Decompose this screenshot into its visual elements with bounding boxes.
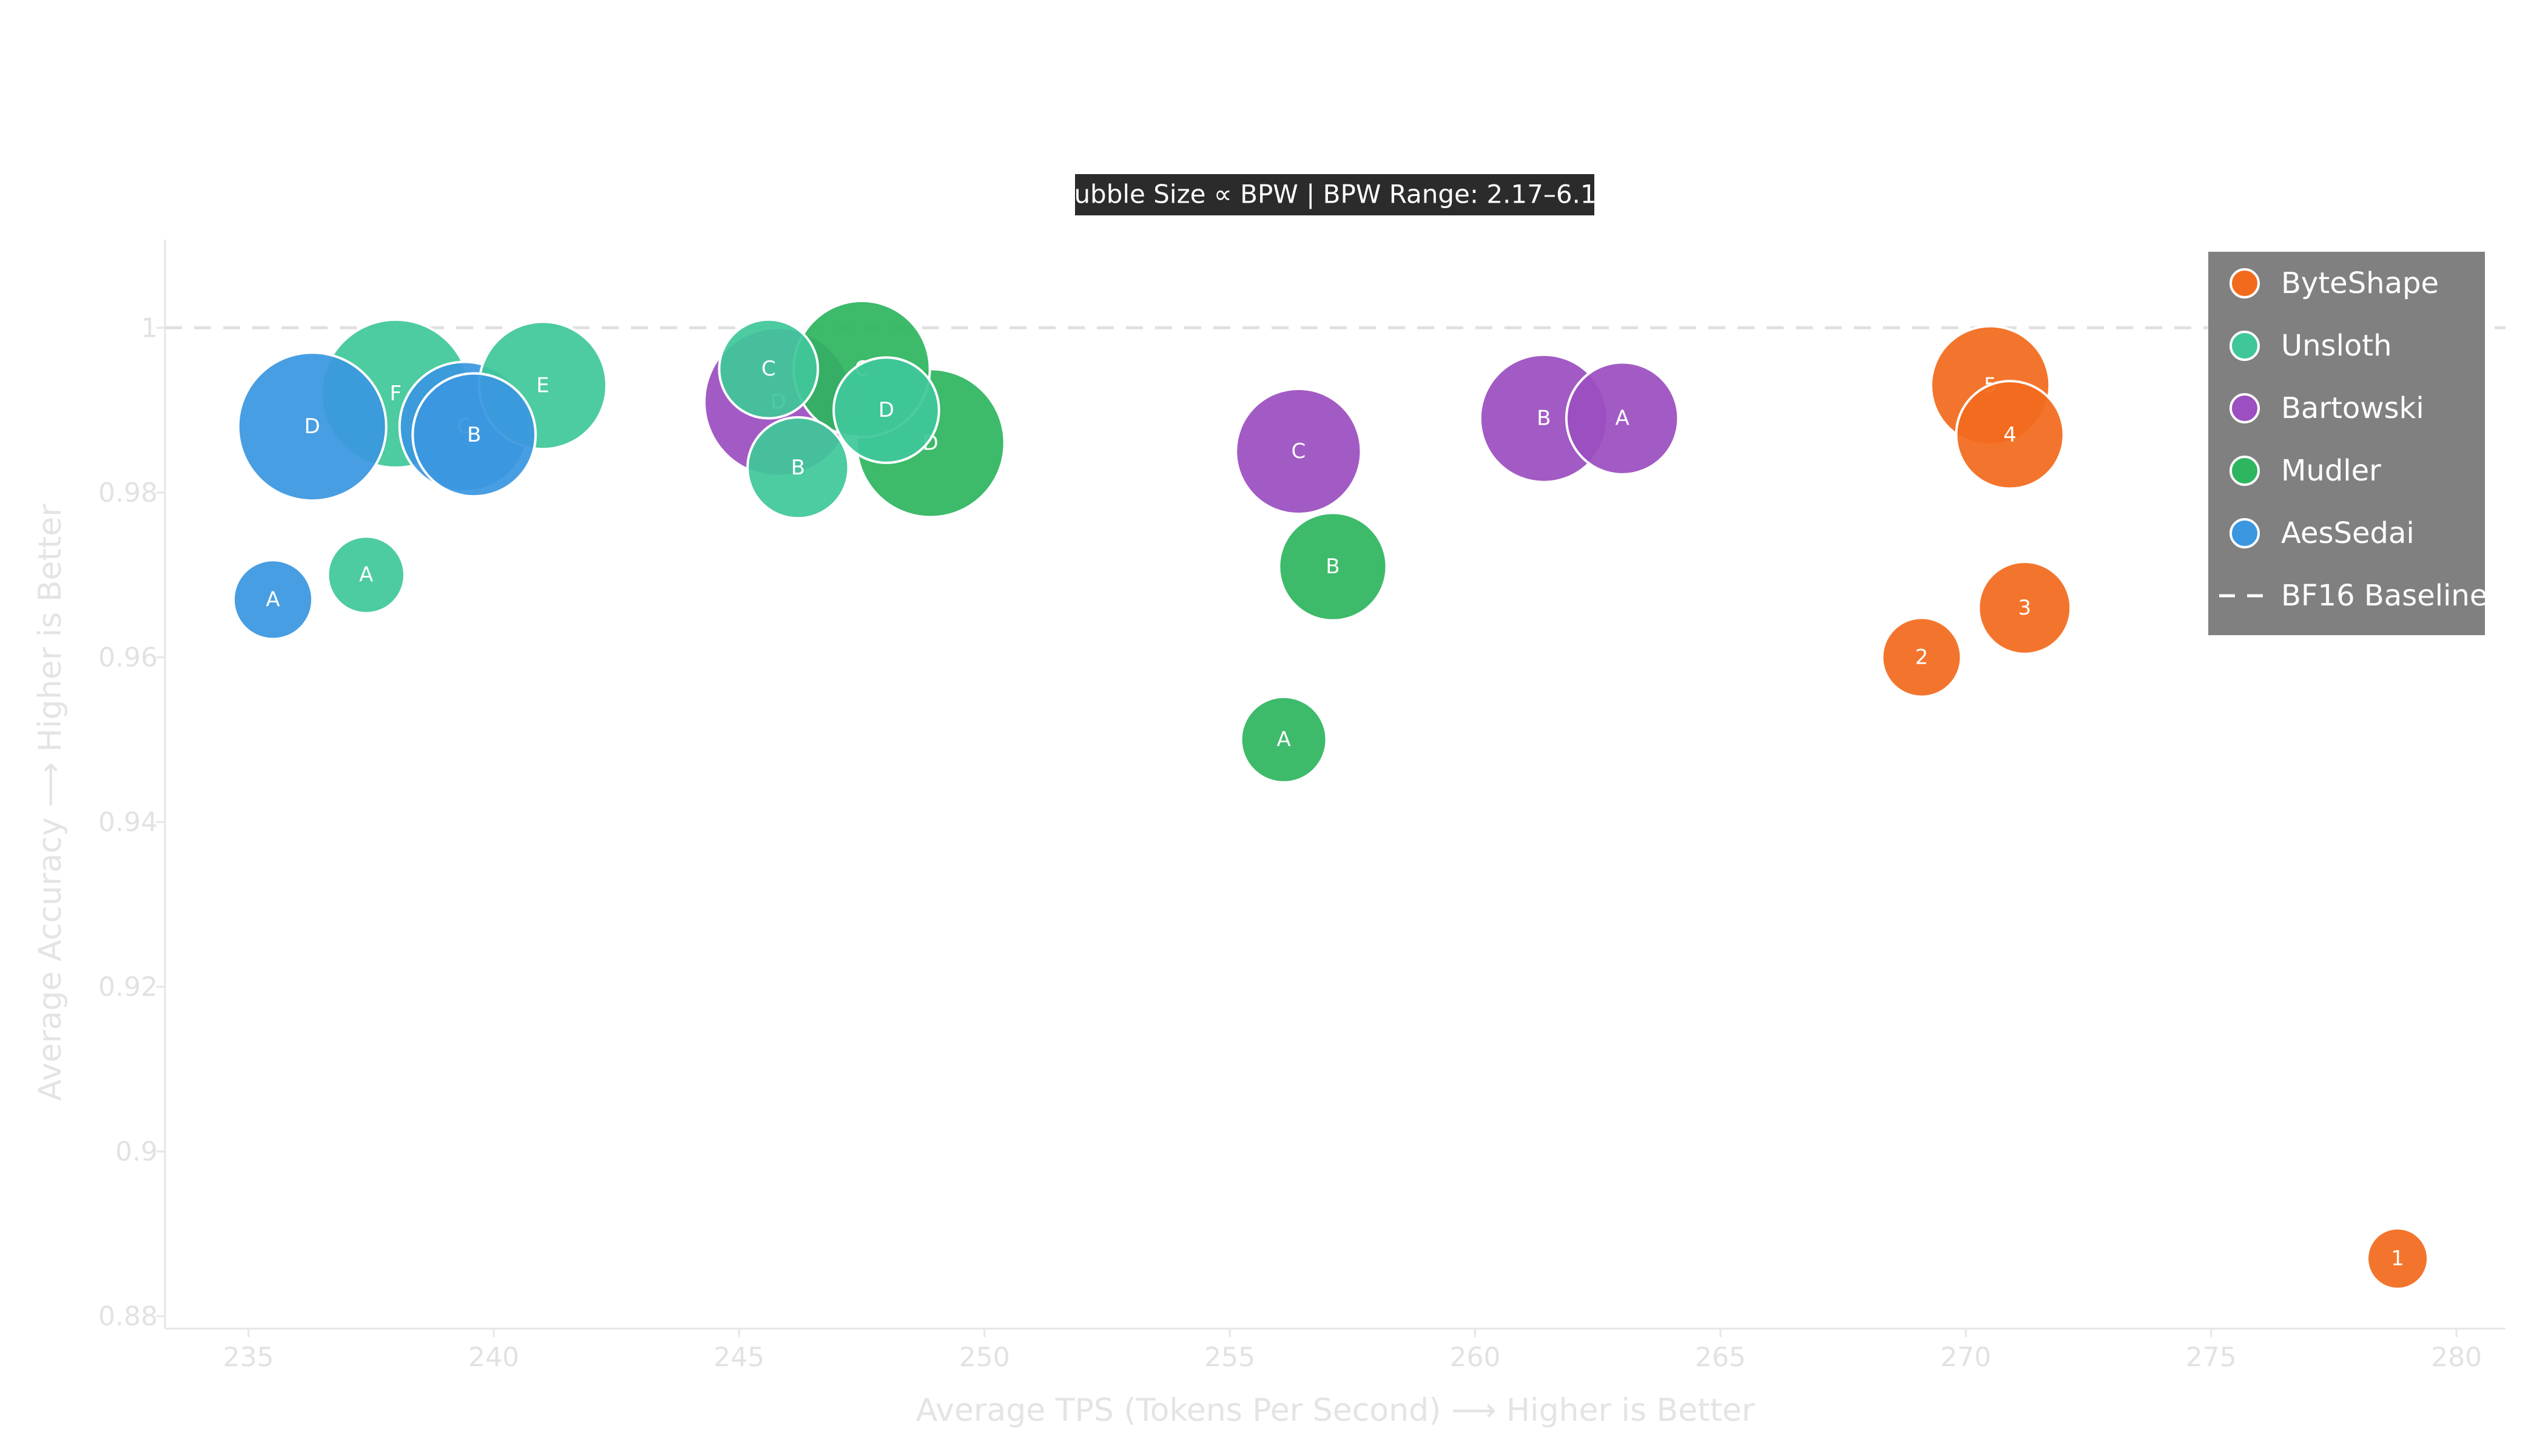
chart-subtitle: Bubble Size ∝ BPW | BPW Range: 2.17–6.14 bbox=[1057, 180, 1613, 209]
bubble-label: 3 bbox=[2018, 596, 2032, 620]
bubble-label: 1 bbox=[2391, 1247, 2404, 1271]
bubble-byteshape-3[interactable] bbox=[1977, 560, 2072, 655]
bubble-label: A bbox=[266, 587, 280, 612]
y-tick-label: 0.98 bbox=[98, 477, 158, 508]
legend-item-aessedai[interactable]: AesSedai bbox=[2281, 516, 2415, 550]
bubble-aessedai-b[interactable] bbox=[411, 372, 537, 498]
legend-item-baseline[interactable]: BF16 Baseline bbox=[2281, 579, 2487, 613]
bubble-byteshape-4[interactable] bbox=[1955, 380, 2065, 490]
legend: ByteShape Unsloth Bartowski Mudler AesSedai B… bbox=[2208, 252, 2487, 635]
bubble-aessedai-a[interactable] bbox=[232, 559, 314, 641]
x-tick-label: 265 bbox=[1695, 1342, 1746, 1373]
bubble-label: 2 bbox=[1915, 645, 1929, 669]
legend-box bbox=[2208, 252, 2485, 635]
legend-swatch bbox=[2230, 331, 2260, 361]
bubble-label: B bbox=[791, 456, 805, 480]
subtitle-box: Bubble Size ∝ BPW | BPW Range: 2.17–6.14 bbox=[1057, 174, 1613, 215]
bubble-bartowski-a[interactable] bbox=[1565, 361, 1680, 476]
x-tick-label: 280 bbox=[2431, 1342, 2482, 1373]
bubble-layer: FDDDCCEBCB5A4BDBC3A2AA1 bbox=[232, 299, 2430, 1290]
x-tick-label: 235 bbox=[223, 1342, 274, 1373]
bubble-unsloth-b[interactable] bbox=[746, 416, 850, 520]
bubble-unsloth-d[interactable] bbox=[832, 356, 940, 464]
bubble-byteshape-1[interactable] bbox=[2366, 1227, 2430, 1290]
y-tick-label: 0.96 bbox=[98, 642, 158, 673]
y-tick-label: 0.88 bbox=[98, 1301, 158, 1332]
bubble-label: C bbox=[1291, 439, 1306, 463]
y-tick-label: 1 bbox=[141, 312, 158, 343]
x-tick-label: 250 bbox=[959, 1342, 1010, 1373]
bubble-bartowski-c[interactable] bbox=[1235, 387, 1363, 516]
x-tick-label: 270 bbox=[1940, 1342, 1991, 1373]
bubble-byteshape-2[interactable] bbox=[1881, 616, 1963, 698]
bubble-label: D bbox=[305, 414, 320, 439]
legend-item-mudler[interactable]: Mudler bbox=[2281, 454, 2381, 488]
legend-item-byteshape[interactable]: ByteShape bbox=[2281, 266, 2439, 300]
legend-item-bartowski[interactable]: Bartowski bbox=[2281, 391, 2424, 425]
legend-swatch bbox=[2230, 393, 2260, 423]
bubble-label: A bbox=[1616, 406, 1630, 431]
bubble-label: B bbox=[1326, 554, 1340, 579]
legend-swatch bbox=[2230, 518, 2260, 548]
bubble-label: B bbox=[467, 423, 481, 447]
x-tick-label: 275 bbox=[2186, 1342, 2237, 1373]
y-tick-label: 0.94 bbox=[98, 807, 158, 838]
bubble-unsloth-c[interactable] bbox=[718, 318, 820, 420]
bubble-mudler-a[interactable] bbox=[1239, 695, 1328, 784]
x-tick-label: 260 bbox=[1450, 1342, 1501, 1373]
x-axis-title: Average TPS (Tokens Per Second) ⟶ Higher… bbox=[916, 1392, 1755, 1429]
bubble-unsloth-a[interactable] bbox=[326, 535, 406, 615]
bubble-label: A bbox=[359, 563, 373, 587]
bubble-aessedai-d[interactable] bbox=[237, 351, 388, 502]
x-tick-label: 255 bbox=[1204, 1342, 1255, 1373]
bubble-label: E bbox=[536, 373, 549, 397]
bubble-label: A bbox=[1276, 727, 1290, 752]
y-axis-title: Average Accuracy ⟶ Higher is Better bbox=[32, 504, 69, 1101]
legend-item-unsloth[interactable]: Unsloth bbox=[2281, 329, 2392, 363]
legend-swatch bbox=[2230, 456, 2260, 486]
y-tick-label: 0.92 bbox=[98, 972, 158, 1003]
bubble-label: D bbox=[878, 398, 894, 422]
bubble-label: B bbox=[1537, 406, 1551, 431]
x-tick-label: 240 bbox=[468, 1342, 519, 1373]
bubble-label: C bbox=[761, 357, 776, 381]
bubble-label: F bbox=[389, 382, 402, 406]
axes-layer: 235 240 245 250 255 260 265 270 275 280 0.88 0.9 0.9… bbox=[98, 240, 2506, 1373]
bubble-label: 4 bbox=[2003, 423, 2017, 447]
legend-swatch bbox=[2230, 268, 2260, 298]
bubble-mudler-b[interactable] bbox=[1278, 511, 1388, 622]
y-tick-label: 0.9 bbox=[115, 1136, 158, 1167]
x-tick-label: 245 bbox=[713, 1342, 764, 1373]
